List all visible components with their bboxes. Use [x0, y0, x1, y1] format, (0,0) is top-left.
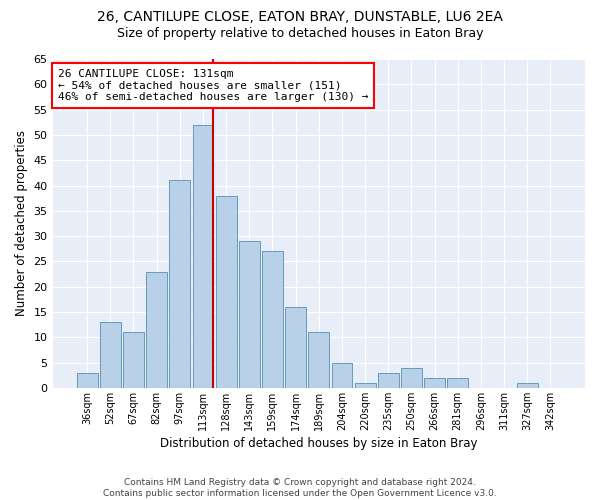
Bar: [262, 252, 283, 388]
X-axis label: Distribution of detached houses by size in Eaton Bray: Distribution of detached houses by size …: [160, 437, 478, 450]
Bar: [424, 378, 445, 388]
Bar: [285, 307, 306, 388]
Bar: [355, 383, 376, 388]
Bar: [146, 272, 167, 388]
Bar: [378, 372, 398, 388]
Bar: [100, 322, 121, 388]
Text: Size of property relative to detached houses in Eaton Bray: Size of property relative to detached ho…: [117, 28, 483, 40]
Bar: [448, 378, 468, 388]
Bar: [193, 125, 214, 388]
Text: 26, CANTILUPE CLOSE, EATON BRAY, DUNSTABLE, LU6 2EA: 26, CANTILUPE CLOSE, EATON BRAY, DUNSTAB…: [97, 10, 503, 24]
Bar: [401, 368, 422, 388]
Bar: [216, 196, 236, 388]
Bar: [169, 180, 190, 388]
Bar: [239, 241, 260, 388]
Bar: [123, 332, 144, 388]
Y-axis label: Number of detached properties: Number of detached properties: [15, 130, 28, 316]
Bar: [308, 332, 329, 388]
Text: 26 CANTILUPE CLOSE: 131sqm
← 54% of detached houses are smaller (151)
46% of sem: 26 CANTILUPE CLOSE: 131sqm ← 54% of deta…: [58, 69, 368, 102]
Text: Contains HM Land Registry data © Crown copyright and database right 2024.
Contai: Contains HM Land Registry data © Crown c…: [103, 478, 497, 498]
Bar: [77, 372, 98, 388]
Bar: [332, 362, 352, 388]
Bar: [517, 383, 538, 388]
